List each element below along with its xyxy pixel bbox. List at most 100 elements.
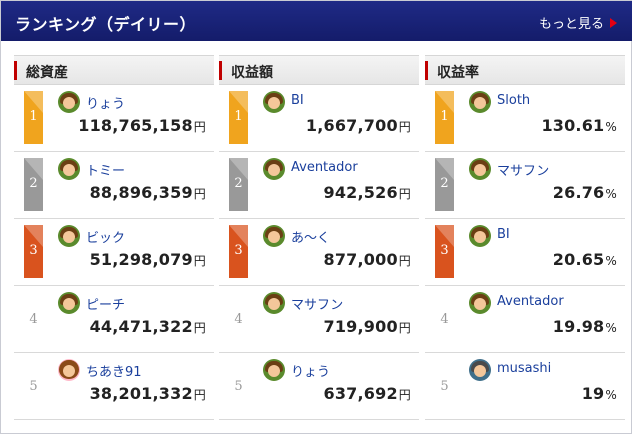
ranking-value: 88,896,359円 xyxy=(90,183,206,202)
user-name-link[interactable]: ちあき91 xyxy=(86,365,142,380)
user-avatar-icon[interactable] xyxy=(58,359,80,381)
column-title: 収益額 xyxy=(231,65,273,81)
rank-number: 5 xyxy=(29,379,38,394)
value-number: 26.76 xyxy=(552,183,605,202)
value-unit: % xyxy=(605,120,617,134)
rank-number: 5 xyxy=(234,379,243,394)
see-more-link[interactable]: もっと見る xyxy=(539,13,617,32)
value-unit: % xyxy=(605,254,617,268)
user-avatar-icon[interactable] xyxy=(263,292,285,314)
header-accent-bar xyxy=(425,61,428,80)
user-avatar-icon[interactable] xyxy=(469,91,491,113)
user-avatar-icon[interactable] xyxy=(263,359,285,381)
user-name-link[interactable]: musashi xyxy=(497,361,552,376)
column-title: 収益率 xyxy=(437,65,479,81)
ranking-value: 38,201,332円 xyxy=(90,384,206,403)
ranking-header: ランキング（デイリー） もっと見る xyxy=(1,1,632,41)
value-number: 1,667,700 xyxy=(305,116,398,135)
value-number: 38,201,332 xyxy=(89,384,193,403)
rank-badge: 3 xyxy=(229,225,248,278)
column-title: 総資産 xyxy=(26,65,68,81)
rank-badge: 2 xyxy=(24,158,43,211)
value-unit: 円 xyxy=(193,187,206,201)
user-name-link[interactable]: マサフン xyxy=(497,164,550,179)
ranking-value: 20.65% xyxy=(553,250,617,269)
user-avatar-icon[interactable] xyxy=(58,292,80,314)
value-unit: % xyxy=(605,187,617,201)
ranking-row: 4 Aventador 19.98% xyxy=(425,286,625,353)
profit-rate-column: 収益率 1 Sloth 130.61% 2 マサフン 26.76% 3 BI 20.65% 4 Ave… xyxy=(425,55,625,420)
value-unit: 円 xyxy=(398,321,411,335)
user-name-link[interactable]: Sloth xyxy=(497,93,531,108)
user-avatar-icon[interactable] xyxy=(263,158,285,180)
user-name-link[interactable]: ビック xyxy=(86,231,126,246)
see-more-label: もっと見る xyxy=(538,17,604,32)
value-unit: 円 xyxy=(193,388,206,402)
value-number: 942,526 xyxy=(323,183,398,202)
value-number: 51,298,079 xyxy=(89,250,193,269)
ranking-row: 3 あ～く 877,000円 xyxy=(219,219,419,286)
user-avatar-icon[interactable] xyxy=(58,91,80,113)
ranking-row: 1 りょう 118,765,158円 xyxy=(14,85,214,152)
rank-badge: 3 xyxy=(24,225,43,278)
user-name-link[interactable]: トミー xyxy=(86,164,126,179)
user-avatar-icon[interactable] xyxy=(58,158,80,180)
rank-badge: 1 xyxy=(24,91,43,144)
user-avatar-icon[interactable] xyxy=(469,292,491,314)
ranking-row: 2 マサフン 26.76% xyxy=(425,152,625,219)
ranking-value: 637,692円 xyxy=(324,384,411,403)
user-avatar-icon[interactable] xyxy=(263,225,285,247)
user-name-link[interactable]: Aventador xyxy=(497,294,564,309)
value-number: 44,471,322 xyxy=(89,317,193,336)
user-name-link[interactable]: BI xyxy=(497,227,510,242)
value-unit: 円 xyxy=(398,388,411,402)
value-unit: 円 xyxy=(193,321,206,335)
rank-number: 4 xyxy=(440,312,449,327)
rank-badge: 2 xyxy=(229,158,248,211)
value-number: 719,900 xyxy=(323,317,398,336)
rank-badge: 3 xyxy=(435,225,454,278)
user-name-link[interactable]: りょう xyxy=(86,97,126,112)
rank-badge: 1 xyxy=(435,91,454,144)
ranking-value: 942,526円 xyxy=(324,183,411,202)
user-name-link[interactable]: あ～く xyxy=(291,231,331,246)
rank-badge: 2 xyxy=(435,158,454,211)
ranking-row: 1 Sloth 130.61% xyxy=(425,85,625,152)
value-unit: 円 xyxy=(398,187,411,201)
ranking-row: 1 BI 1,667,700円 xyxy=(219,85,419,152)
ranking-value: 19% xyxy=(582,384,617,403)
rank-number: 2 xyxy=(234,176,243,191)
ranking-value: 1,667,700円 xyxy=(306,116,411,135)
rank-number: 1 xyxy=(234,109,243,124)
ranking-row: 4 ピーチ 44,471,322円 xyxy=(14,286,214,353)
user-avatar-icon[interactable] xyxy=(469,225,491,247)
value-number: 118,765,158 xyxy=(78,116,193,135)
value-number: 88,896,359 xyxy=(89,183,193,202)
arrow-right-icon xyxy=(610,18,617,28)
user-avatar-icon[interactable] xyxy=(58,225,80,247)
user-avatar-icon[interactable] xyxy=(263,91,285,113)
ranking-row: 5 musashi 19% xyxy=(425,353,625,420)
user-avatar-icon[interactable] xyxy=(469,158,491,180)
rank-number: 3 xyxy=(29,243,38,258)
value-number: 20.65 xyxy=(552,250,605,269)
rank-number: 2 xyxy=(29,176,38,191)
ranking-value: 130.61% xyxy=(541,116,617,135)
rank-number: 2 xyxy=(440,176,449,191)
user-avatar-icon[interactable] xyxy=(469,359,491,381)
rank-number: 4 xyxy=(29,312,38,327)
user-name-link[interactable]: ピーチ xyxy=(86,298,126,313)
ranking-title: ランキング（デイリー） xyxy=(15,15,197,34)
column-header: 収益額 xyxy=(219,55,419,85)
rank-number: 4 xyxy=(234,312,243,327)
user-name-link[interactable]: りょう xyxy=(291,365,331,380)
user-name-link[interactable]: マサフン xyxy=(291,298,344,313)
ranking-value: 877,000円 xyxy=(324,250,411,269)
user-name-link[interactable]: BI xyxy=(291,93,304,108)
rank-badge: 1 xyxy=(229,91,248,144)
user-name-link[interactable]: Aventador xyxy=(291,160,358,175)
ranking-value: 26.76% xyxy=(553,183,617,202)
column-header: 収益率 xyxy=(425,55,625,85)
header-accent-bar xyxy=(219,61,222,80)
